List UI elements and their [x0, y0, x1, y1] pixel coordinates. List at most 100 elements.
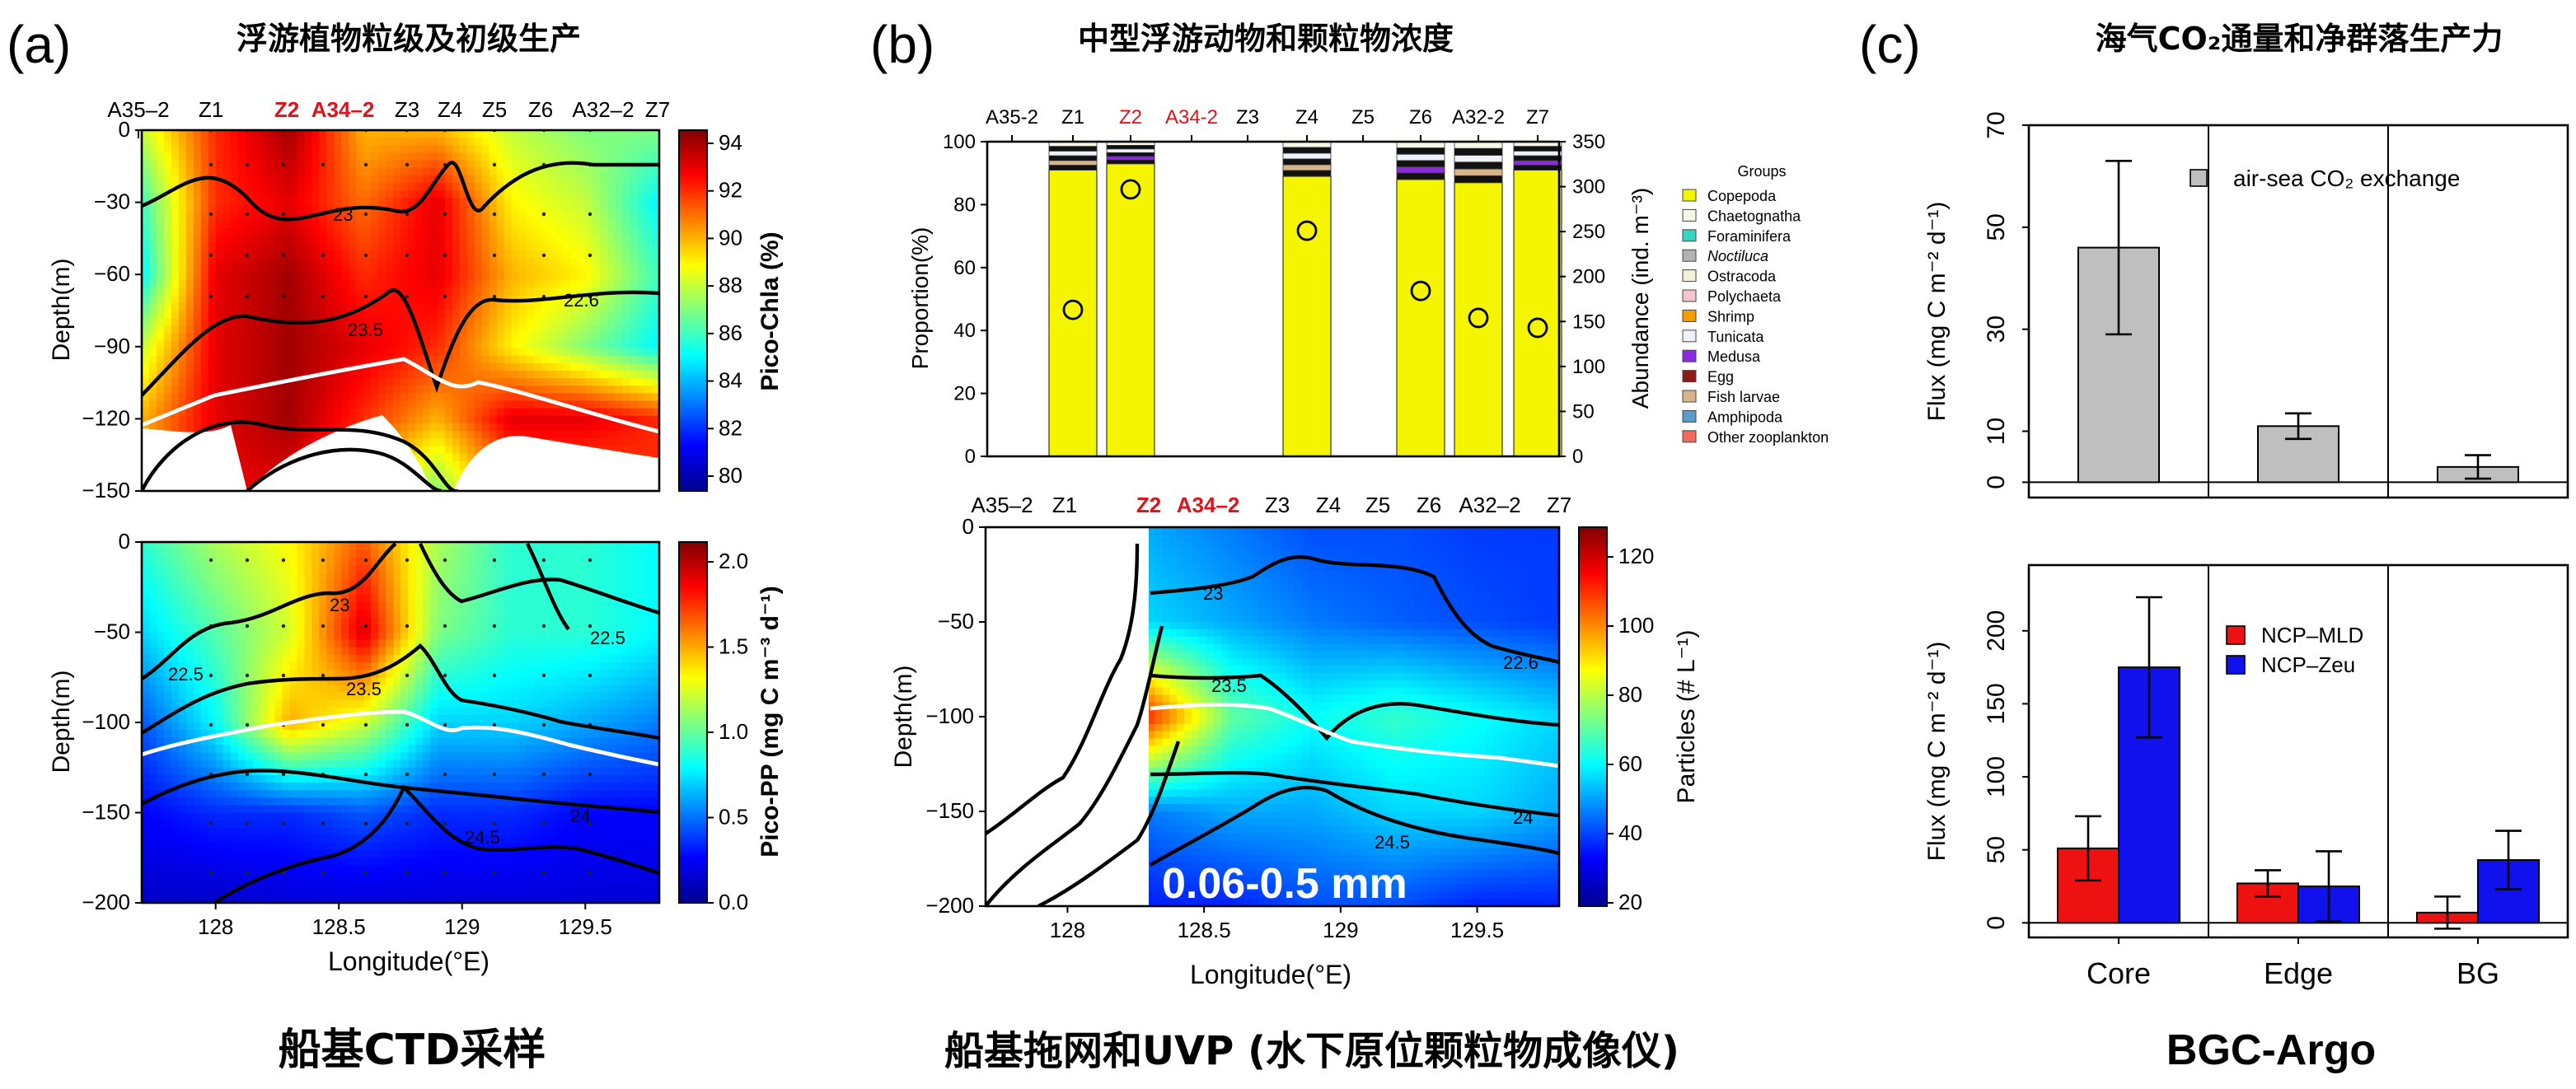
heatmap-cell: [415, 633, 424, 641]
heatmap-cell: [304, 416, 312, 424]
heatmap-cell: [482, 273, 490, 281]
heatmap-cell: [460, 371, 468, 379]
heatmap-cell: [311, 250, 320, 259]
heatmap-cell: [274, 587, 283, 596]
heatmap-cell: [467, 670, 475, 678]
heatmap-cell: [393, 145, 401, 153]
heatmap-cell: [274, 401, 283, 409]
heatmap-cell: [253, 602, 261, 610]
heatmap-cell: [363, 610, 372, 618]
heatmap-cell: [600, 152, 608, 161]
heatmap-cell: [216, 655, 224, 663]
heatmap-cell: [637, 258, 645, 266]
heatmap-cell: [231, 549, 239, 558]
heatmap-cell: [371, 168, 379, 176]
heatmap-cell: [311, 161, 320, 169]
heatmap-cell: [423, 633, 431, 641]
heatmap-cell: [231, 130, 239, 138]
heatmap-cell: [400, 318, 409, 326]
heatmap-cell: [349, 341, 357, 349]
heatmap-cell: [289, 363, 297, 372]
heatmap-cell: [570, 318, 578, 326]
heatmap-cell: [630, 371, 638, 379]
heatmap-cell: [194, 557, 202, 565]
heatmap-cell: [201, 595, 209, 603]
heatmap-cell: [644, 265, 653, 273]
heatmap-cell: [423, 265, 431, 273]
heatmap-cell: [563, 371, 571, 379]
heatmap-cell: [408, 580, 416, 588]
heatmap-cell: [356, 564, 364, 573]
heatmap-cell: [371, 348, 379, 357]
heatmap-cell: [171, 549, 180, 558]
heatmap-cell: [482, 580, 490, 588]
heatmap-cell: [585, 168, 593, 176]
heatmap-cell: [268, 228, 276, 236]
heatmap-cell: [445, 175, 453, 184]
heatmap-cell: [386, 363, 394, 372]
heatmap-cell: [334, 341, 342, 349]
heatmap-cell: [268, 161, 276, 169]
heatmap-cell: [142, 228, 150, 236]
heatmap-cell: [570, 662, 578, 671]
heatmap-cell: [393, 190, 401, 199]
heatmap-cell: [238, 640, 246, 648]
heatmap-cell: [497, 161, 505, 169]
heatmap-cell: [231, 325, 239, 334]
heatmap-cell: [637, 655, 645, 663]
heatmap-cell: [423, 617, 431, 625]
heatmap-cell: [260, 348, 269, 357]
heatmap-cell: [423, 640, 431, 648]
heatmap-cell: [386, 670, 394, 678]
heatmap-cell: [179, 303, 187, 311]
heatmap-cell: [171, 378, 180, 386]
heatmap-cell: [519, 640, 527, 648]
heatmap-cell: [555, 228, 564, 236]
heatmap-cell: [570, 183, 578, 191]
heatmap-cell: [356, 228, 364, 236]
heatmap-cell: [171, 542, 180, 550]
heatmap-cell: [585, 423, 593, 432]
heatmap-cell: [504, 602, 513, 610]
heatmap-cell: [445, 258, 453, 266]
heatmap-cell: [289, 564, 297, 573]
heatmap-cell: [438, 348, 446, 357]
heatmap-cell: [289, 670, 297, 678]
heatmap-cell: [186, 647, 194, 656]
heatmap-cell: [467, 617, 475, 625]
heatmap-cell: [592, 265, 601, 273]
heatmap-cell: [497, 662, 505, 671]
heatmap-cell: [519, 685, 527, 693]
heatmap-cell: [378, 250, 386, 259]
heatmap-cell: [216, 228, 224, 236]
heatmap-cell: [527, 416, 535, 424]
heatmap-cell: [238, 587, 246, 596]
heatmap-cell: [157, 386, 165, 394]
heatmap-cell: [253, 145, 261, 153]
heatmap-cell: [334, 183, 342, 191]
heatmap-cell: [644, 250, 653, 259]
heatmap-cell: [519, 371, 527, 379]
heatmap-cell: [231, 633, 239, 641]
heatmap-cell: [223, 587, 232, 596]
heatmap-cell: [615, 549, 623, 558]
heatmap-cell: [415, 243, 424, 251]
heatmap-cell: [600, 325, 608, 334]
heatmap-cell: [356, 198, 364, 206]
heatmap-cell: [282, 198, 290, 206]
heatmap-cell: [356, 168, 364, 176]
heatmap-cell: [378, 348, 386, 357]
heatmap-cell: [482, 677, 490, 685]
heatmap-cell: [578, 617, 586, 625]
heatmap-cell: [423, 325, 431, 334]
heatmap-cell: [415, 265, 424, 273]
heatmap-cell: [393, 130, 401, 138]
sample-dot: [246, 295, 249, 298]
heatmap-cell: [555, 190, 564, 199]
heatmap-cell: [304, 610, 312, 618]
heatmap-cell: [607, 423, 616, 432]
heatmap-cell: [504, 363, 513, 372]
heatmap-cell: [223, 564, 232, 573]
heatmap-cell: [630, 152, 638, 161]
heatmap-cell: [630, 221, 638, 229]
